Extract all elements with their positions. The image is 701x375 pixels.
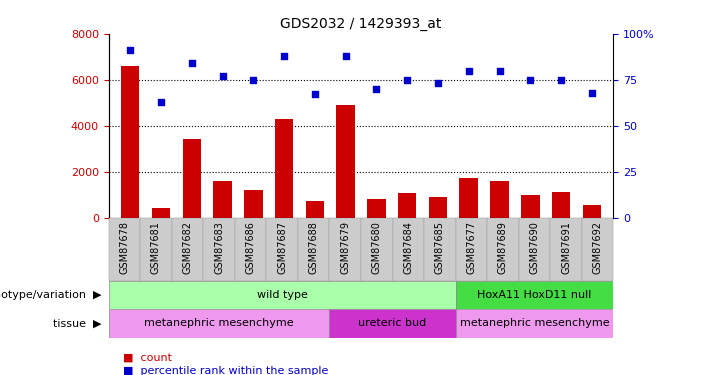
Text: GSM87677: GSM87677 [466,220,477,274]
Bar [336,105,355,218]
Bar [519,217,550,281]
Bar [456,309,613,338]
Text: GSM87684: GSM87684 [403,220,414,274]
Bar [521,195,540,217]
Bar [203,217,235,281]
Bar [182,140,201,218]
Bar [398,194,416,217]
Text: tissue  ▶: tissue ▶ [53,318,102,328]
Bar [487,217,519,281]
Text: GSM87682: GSM87682 [182,220,193,274]
Bar [109,281,456,309]
Text: metanephric mesenchyme: metanephric mesenchyme [460,318,609,328]
Text: GSM87689: GSM87689 [498,220,508,274]
Bar [235,217,266,281]
Bar [582,217,613,281]
Text: GSM87679: GSM87679 [340,220,350,274]
Bar [552,192,571,217]
Text: GSM87685: GSM87685 [435,220,445,274]
Text: GSM87680: GSM87680 [372,220,382,274]
Point [247,77,259,83]
Text: GSM87686: GSM87686 [245,220,256,274]
Text: GSM87681: GSM87681 [151,220,161,274]
Text: GSM87690: GSM87690 [529,220,540,274]
Point [186,60,198,66]
Title: GDS2032 / 1429393_at: GDS2032 / 1429393_at [280,17,442,32]
Point [433,80,444,86]
Point [309,92,320,98]
Bar [490,181,509,218]
Text: genotype/variation  ▶: genotype/variation ▶ [0,290,102,300]
Point [555,77,566,83]
Text: GSM87688: GSM87688 [308,220,319,274]
Point [371,86,382,92]
Bar [213,181,232,218]
Text: GSM87691: GSM87691 [561,220,571,274]
Bar [109,217,140,281]
Point [156,99,167,105]
Bar [329,217,361,281]
Bar [550,217,582,281]
Bar [151,209,170,218]
Bar [393,217,424,281]
Bar [172,217,203,281]
Bar [456,217,487,281]
Bar [329,309,456,338]
Bar [429,197,447,217]
Bar [583,205,601,218]
Point [125,47,136,53]
Text: metanephric mesenchyme: metanephric mesenchyme [144,318,294,328]
Bar [266,217,298,281]
Text: GSM87687: GSM87687 [277,220,287,274]
Point [402,77,413,83]
Bar [109,309,329,338]
Bar [275,119,293,218]
Text: GSM87678: GSM87678 [119,220,130,274]
Text: ■  count: ■ count [123,353,172,363]
Text: HoxA11 HoxD11 null: HoxA11 HoxD11 null [477,290,592,300]
Bar [121,66,139,218]
Point [340,53,351,59]
Point [217,73,228,79]
Bar [459,178,478,218]
Bar [244,190,263,217]
Bar [367,199,386,217]
Text: ureteric bud: ureteric bud [358,318,427,328]
Text: wild type: wild type [257,290,308,300]
Text: ■  percentile rank within the sample: ■ percentile rank within the sample [123,366,328,375]
Bar [298,217,329,281]
Text: GSM87683: GSM87683 [214,220,224,274]
Point [278,53,290,59]
Bar [140,217,172,281]
Bar [424,217,456,281]
Point [586,90,597,96]
Point [524,77,536,83]
Point [494,68,505,74]
Text: GSM87692: GSM87692 [592,220,603,274]
Point [463,68,475,74]
Bar [306,201,324,217]
Bar [456,281,613,309]
Bar [361,217,393,281]
